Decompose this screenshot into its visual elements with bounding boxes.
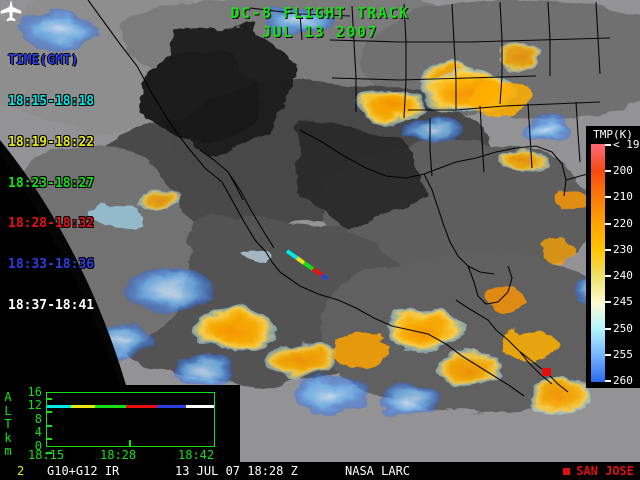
colorbar-ticks: < 190 200 210 220 230 240 245 250 255 260	[605, 138, 640, 387]
colorbar-tick-label: 245	[605, 295, 633, 308]
temperature-colorbar: TMP(K) < 190 200 210 220 230 240 245 250 255 260	[586, 126, 640, 388]
timestamp-label: 13 JUL 07 18:28 Z	[175, 464, 298, 478]
altitude-plot-frame	[46, 392, 215, 447]
aircraft-icon	[0, 0, 22, 22]
track-segment	[157, 405, 186, 408]
time-legend-item: 18:37-18:41	[8, 297, 95, 313]
altitude-tick-mark	[46, 438, 52, 441]
san-jose-city-marker	[542, 368, 551, 376]
time-tick-label: 18:15	[28, 448, 65, 462]
altitude-tick-mark	[46, 411, 52, 414]
colorbar-tick-label: 230	[605, 243, 633, 256]
colorbar-tick-label: 260	[605, 374, 633, 387]
track-segment	[185, 405, 214, 408]
track-segment	[71, 405, 96, 408]
time-axis-ticks: 18:15 18:28 18:42	[28, 448, 228, 462]
altitude-tick-label: 12	[27, 398, 42, 413]
time-tick-label: 18:42	[178, 448, 215, 462]
altitude-tick-mark	[46, 424, 52, 427]
time-legend: TIME(GMT) 18:15-18:18 18:19-18:22 18:23-…	[8, 27, 94, 340]
status-bar: 2 G10+G12 IR 13 JUL 07 18:28 Z NASA LARC…	[0, 462, 640, 480]
colorbar-tick-label: < 190	[605, 138, 640, 151]
time-legend-header: TIME(GMT)	[8, 53, 79, 69]
frame-number: 2	[17, 464, 25, 478]
colorbar-tick-label: 240	[605, 269, 633, 282]
colorbar-tick-label: 210	[605, 190, 633, 203]
track-segment	[95, 405, 127, 408]
ir-imagery-canvas	[0, 0, 640, 462]
map-boundaries	[87, 0, 629, 397]
time-legend-item: 18:15-18:18	[8, 93, 95, 109]
track-segment	[126, 405, 158, 408]
time-legend-item: 18:23-18:27	[8, 175, 95, 191]
time-tick-mark	[129, 440, 131, 446]
altitude-track-line	[47, 405, 214, 408]
time-legend-item: 18:33-18:36	[8, 257, 95, 273]
colorbar-tick-label: 255	[605, 348, 633, 361]
colorbar-title: TMP(K)	[593, 128, 633, 141]
time-legend-item: 18:19-18:22	[8, 134, 95, 150]
flight-track-path	[285, 249, 329, 281]
colorbar-tick-label: 200	[605, 164, 633, 177]
altitude-tick-label: 4	[34, 425, 42, 440]
track-segment	[47, 405, 72, 408]
altitude-tick-label: 16	[27, 385, 42, 399]
altitude-axis-ticks: 16 12 8 4 0	[14, 385, 44, 465]
colorbar-tick-label: 250	[605, 322, 633, 335]
sensor-label: G10+G12 IR	[47, 464, 120, 478]
satellite-ir-image	[0, 0, 640, 462]
city-marker-swatch	[563, 468, 570, 475]
time-legend-item: 18:28-18:32	[8, 216, 95, 232]
time-tick-label: 18:28	[100, 448, 137, 462]
altitude-tick-label: 0	[34, 438, 42, 453]
agency-label: NASA LARC	[345, 464, 411, 478]
colorbar-tick-label: 220	[605, 217, 633, 230]
altitude-tick-mark	[46, 398, 52, 400]
colorbar-gradient	[591, 144, 605, 382]
altitude-tick-label: 8	[34, 411, 42, 426]
city-label: SAN JOSE	[576, 464, 634, 478]
altitude-tick-mark	[46, 451, 52, 454]
